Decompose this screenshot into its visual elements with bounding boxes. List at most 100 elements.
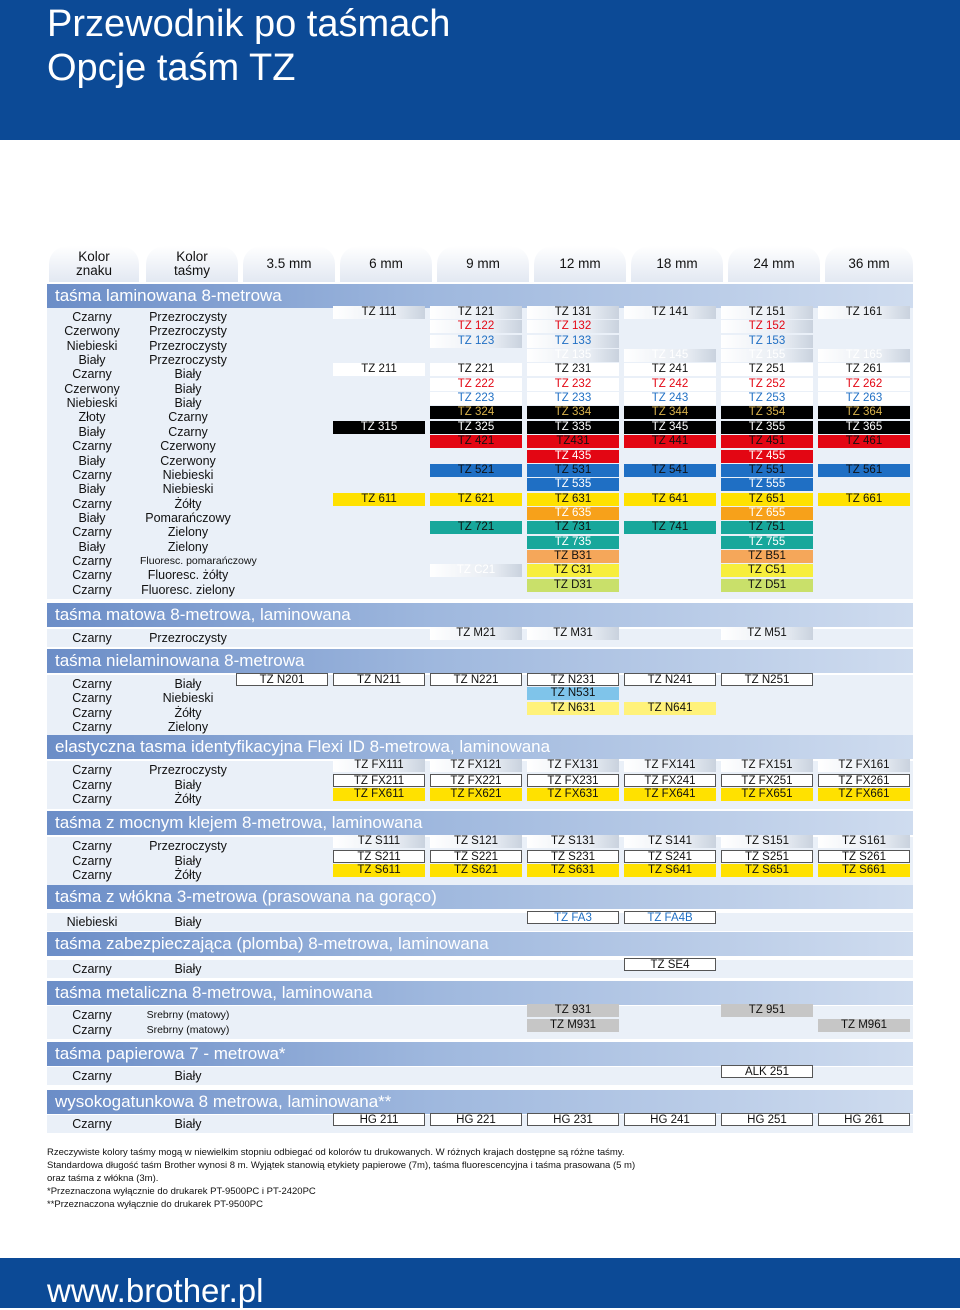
tape-cell: TZ 165 (818, 349, 910, 363)
tape-cell: TZ FX241 (624, 773, 716, 787)
row-text-color: Czarny (72, 439, 112, 454)
section-title: elastyczna tasma identyfikacyjna Flexi I… (55, 737, 551, 756)
tape-cell: TZ FX651 (721, 788, 813, 801)
row-text-color: Czarny (72, 553, 112, 568)
tape-cell: TZ 931 (527, 1004, 619, 1017)
website-link[interactable]: www.brother.pl (47, 1272, 264, 1309)
tape-cell: TZ M21 (430, 627, 522, 640)
tape-cell: TZ FX261 (818, 773, 910, 787)
tape-cell: TZ D51 (721, 578, 813, 592)
tape-cell: TZ 441 (624, 435, 716, 449)
column-header-width-1: 6 mm (340, 246, 432, 282)
tape-cell: TZ 324 (430, 406, 522, 420)
row-tape-color: Przezroczysty (149, 353, 227, 368)
row-tape-color: Niebieski (162, 691, 214, 706)
row-text-color: Biały (78, 482, 106, 497)
section-header: taśma nielaminowana 8-metrowa (47, 649, 913, 673)
tape-cell: TZ 521 (430, 463, 522, 477)
section-title: taśma laminowana 8-metrowa (55, 286, 282, 305)
tape-cell: TZ431 (527, 435, 619, 449)
tape-cell: TZ S231 (527, 849, 619, 863)
tape-cell: TZ 241 (624, 363, 716, 377)
tape-cell: TZ 141 (624, 306, 716, 319)
footer-banner: www.brother.pl (0, 1258, 960, 1309)
column-header-width-label: 3.5 mm (266, 256, 312, 271)
tape-cell: TZ FX161 (818, 759, 910, 772)
row-text-color: Czarny (72, 839, 112, 853)
page-subtitle: Opcje taśm TZ (47, 47, 296, 89)
tape-cell: TZ 741 (624, 521, 716, 535)
tape-cell: TZ S251 (721, 849, 813, 863)
column-header-width-0: 3.5 mm (243, 246, 335, 282)
tape-cell: TZ 345 (624, 420, 716, 434)
row-text-color: Czarny (72, 868, 112, 882)
section-header: taśma metaliczna 8-metrowa, laminowana (47, 981, 913, 1005)
row-text-color: Czarny (72, 677, 112, 691)
tape-cell: TZ FA3 (527, 911, 619, 924)
tape-cell: TZ 231 (527, 363, 619, 377)
tape-cell: TZ 535 (527, 478, 619, 492)
row-text-color: Biały (78, 453, 106, 468)
row-text-color: Czarny (72, 582, 112, 597)
row-tape-color: Biały (174, 962, 202, 976)
tape-cell: TZ S121 (430, 835, 522, 848)
row-tape-color: Biały (174, 396, 202, 411)
tape-cell: TZ N211 (333, 673, 425, 686)
tape-cell: TZ S661 (818, 864, 910, 877)
tape-cell: TZ 122 (430, 320, 522, 334)
tape-cell: TZ 151 (721, 306, 813, 319)
tape-cell: TZ FX611 (333, 788, 425, 801)
column-header-width-label: 6 mm (369, 256, 403, 271)
row-tape-color: Żółty (174, 792, 202, 806)
row-tape-color: Biały (174, 1117, 202, 1131)
tape-cell: TZ 152 (721, 320, 813, 334)
row-tape-color: Żółty (174, 705, 202, 720)
column-header-width-label: 9 mm (466, 256, 500, 271)
column-header-tape-color: Kolor taśmy (146, 246, 238, 282)
column-header-text-color-label: Kolor znaku (75, 249, 113, 278)
tape-cell: TZ 222 (430, 377, 522, 391)
tape-cell: TZ 153 (721, 334, 813, 348)
section-title: taśma matowa 8-metrowa, laminowana (55, 605, 351, 624)
tape-cell: TZ 951 (721, 1004, 813, 1017)
section-header: taśma z mocnym klejem 8-metrowa, laminow… (47, 811, 913, 835)
row-text-color: Czarny (72, 496, 112, 511)
tape-options-table: Kolor znaku Kolor taśmy 3.5 mm 6 mm 9 mm… (47, 246, 913, 1133)
row-tape-color: Zielony (167, 539, 209, 554)
tape-cell: TZ S111 (333, 835, 425, 848)
tape-cell: TZ S241 (624, 849, 716, 863)
section-header: wysokogatunkowa 8 metrowa, laminowana** (47, 1090, 913, 1114)
tape-cell: TZ S211 (333, 849, 425, 863)
tape-cell: TZ S221 (430, 849, 522, 863)
tape-cell: TZ SE4 (624, 958, 716, 971)
tape-cell: TZ 461 (818, 435, 910, 449)
row-tape-color: Przezroczysty (149, 310, 227, 324)
tape-cell: TZ M31 (527, 627, 619, 640)
row-tape-color: Pomarańczowy (145, 510, 231, 525)
tape-cell: TZ FX231 (527, 773, 619, 787)
tape-cell: TZ 251 (721, 363, 813, 377)
tape-cell: TZ 651 (721, 492, 813, 506)
tape-cell: TZ 252 (721, 377, 813, 391)
tape-cell: TZ 551 (721, 463, 813, 477)
row-tape-color: Srebrny (matowy) (146, 1023, 230, 1036)
tape-cell: TZ FX221 (430, 773, 522, 787)
tape-cell: HG 251 (721, 1113, 813, 1126)
tape-cell: TZ B31 (527, 549, 619, 563)
footnote: Standardowa długość taśm Brother wynosi … (47, 1160, 636, 1171)
section-body (47, 1067, 913, 1085)
tape-cell: TZ FX141 (624, 759, 716, 772)
row-text-color: Czarny (72, 763, 112, 777)
tape-cell: TZ FX131 (527, 759, 619, 772)
row-text-color: Biały (78, 539, 106, 554)
row-tape-color: Fluoresc. pomarańczowy (140, 554, 257, 567)
row-tape-color: Przezroczysty (149, 839, 227, 853)
tape-cell: TZ 421 (430, 435, 522, 449)
row-text-color: Niebieski (66, 338, 118, 353)
section-header: taśma laminowana 8-metrowa (47, 284, 913, 308)
row-text-color: Czarny (72, 853, 112, 868)
tape-cell: HG 261 (818, 1113, 910, 1126)
row-tape-color: Przezroczysty (149, 763, 227, 777)
footnote: **Przeznaczona wyłącznie do drukarek PT-… (47, 1199, 263, 1210)
row-text-color: Biały (78, 424, 106, 439)
